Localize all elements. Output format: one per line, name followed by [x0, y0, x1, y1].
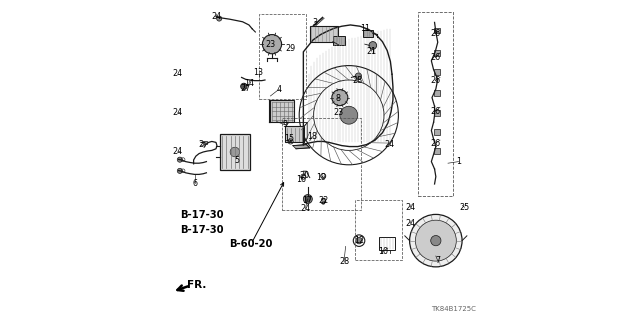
- Bar: [333, 36, 345, 45]
- Circle shape: [340, 106, 358, 124]
- Text: 11: 11: [360, 24, 370, 33]
- Bar: [418, 12, 453, 196]
- Bar: [380, 237, 395, 250]
- Text: 22: 22: [318, 196, 328, 205]
- Text: B-17-30: B-17-30: [180, 225, 223, 235]
- Text: 24: 24: [385, 140, 395, 149]
- Circle shape: [415, 220, 456, 261]
- Bar: [204, 141, 207, 144]
- Text: 10: 10: [378, 247, 388, 256]
- Text: 19: 19: [317, 173, 326, 182]
- Circle shape: [216, 16, 222, 21]
- Text: 29: 29: [285, 44, 296, 52]
- Text: 26: 26: [430, 107, 440, 116]
- Text: 20: 20: [299, 171, 309, 180]
- Text: B-17-30: B-17-30: [180, 210, 223, 220]
- Circle shape: [431, 236, 441, 246]
- Text: 26: 26: [430, 29, 440, 38]
- Text: 24: 24: [405, 203, 415, 212]
- Text: 2: 2: [198, 140, 204, 149]
- Text: 6: 6: [192, 179, 197, 188]
- Circle shape: [305, 196, 310, 202]
- Circle shape: [262, 35, 282, 54]
- Text: TK84B1725C: TK84B1725C: [431, 306, 476, 312]
- Text: 28: 28: [353, 76, 363, 84]
- Bar: [434, 69, 440, 75]
- Text: 24: 24: [173, 69, 182, 78]
- Circle shape: [303, 195, 312, 204]
- Text: B-60-20: B-60-20: [229, 239, 272, 249]
- Bar: [259, 14, 306, 99]
- Text: 26: 26: [430, 76, 440, 85]
- Text: 3: 3: [312, 18, 317, 27]
- Circle shape: [332, 90, 348, 106]
- Text: 24: 24: [405, 219, 415, 228]
- Text: 8: 8: [335, 94, 340, 103]
- Polygon shape: [292, 145, 310, 149]
- Text: 18: 18: [307, 132, 317, 141]
- Bar: [310, 26, 338, 42]
- Text: 1: 1: [456, 157, 461, 166]
- Text: 24: 24: [173, 108, 182, 116]
- Circle shape: [241, 83, 247, 90]
- Text: 15: 15: [285, 134, 294, 143]
- Text: 17: 17: [302, 196, 312, 205]
- Circle shape: [369, 42, 376, 49]
- Bar: [364, 30, 372, 37]
- Bar: [434, 28, 440, 33]
- Text: 25: 25: [460, 203, 470, 212]
- Text: 21: 21: [366, 47, 376, 56]
- Text: 5: 5: [234, 156, 239, 164]
- Circle shape: [230, 147, 240, 157]
- Text: 27: 27: [241, 84, 251, 93]
- Text: 13: 13: [253, 68, 264, 77]
- Text: FR.: FR.: [187, 280, 207, 291]
- Text: 24: 24: [173, 147, 182, 156]
- Text: 4: 4: [277, 85, 282, 94]
- Text: 16: 16: [296, 175, 307, 184]
- Polygon shape: [322, 198, 326, 204]
- Text: 7: 7: [435, 256, 440, 265]
- Text: 28: 28: [339, 257, 349, 266]
- Circle shape: [356, 237, 362, 244]
- Bar: [434, 110, 440, 116]
- Text: 14: 14: [244, 79, 254, 88]
- Bar: [285, 126, 304, 142]
- Bar: [220, 134, 250, 170]
- Text: 26: 26: [430, 53, 440, 62]
- Text: 23: 23: [266, 40, 275, 49]
- Text: 24: 24: [211, 12, 221, 21]
- Bar: [434, 148, 440, 154]
- Bar: [434, 90, 440, 96]
- Text: 12: 12: [354, 236, 364, 245]
- Text: 23: 23: [333, 108, 344, 117]
- Text: 24: 24: [301, 204, 310, 213]
- Circle shape: [177, 157, 182, 162]
- Text: 9: 9: [282, 120, 287, 129]
- Circle shape: [355, 73, 362, 79]
- Bar: [434, 129, 440, 135]
- Circle shape: [410, 214, 462, 267]
- Text: 26: 26: [430, 139, 440, 148]
- Bar: [355, 200, 402, 260]
- Bar: [282, 118, 361, 210]
- Circle shape: [177, 168, 182, 173]
- Bar: [270, 100, 294, 122]
- Bar: [434, 50, 440, 56]
